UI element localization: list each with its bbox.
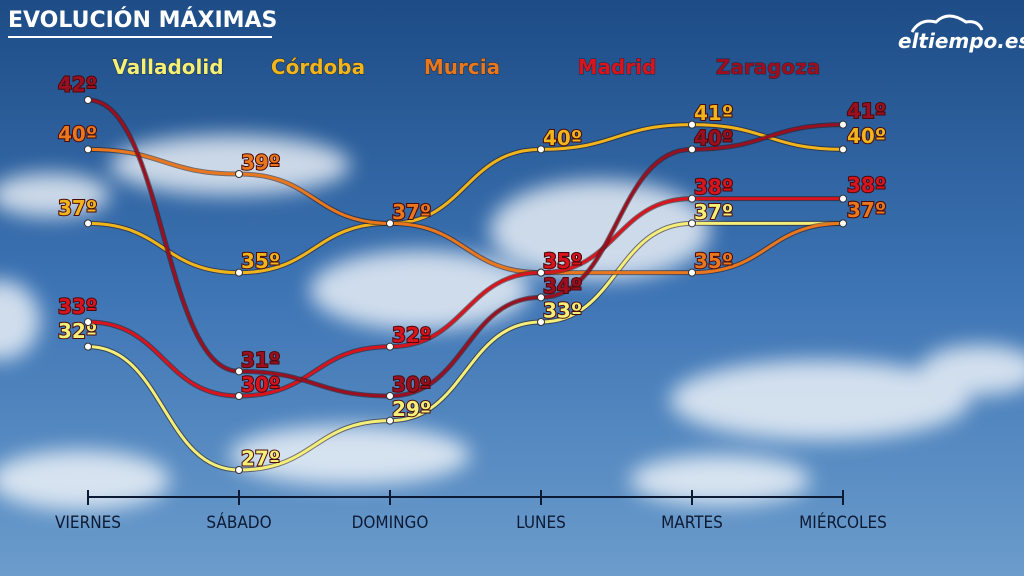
data-label: 29º — [392, 397, 431, 421]
point — [537, 145, 545, 154]
legend-entry: Córdoba — [271, 55, 365, 79]
point — [84, 219, 92, 228]
data-label: 40º — [694, 126, 733, 150]
legend-entry: Madrid — [578, 55, 657, 79]
brand-logo — [910, 14, 984, 33]
point — [839, 120, 847, 129]
point — [235, 466, 243, 474]
data-label: 41º — [694, 101, 733, 125]
chart-title: EVOLUCIÓN MÁXIMAS — [8, 7, 277, 33]
data-label: 38º — [847, 173, 886, 197]
point — [84, 96, 92, 104]
legend-entry: Zaragoza — [716, 55, 821, 79]
series-line — [87, 147, 844, 275]
data-label: 40º — [58, 122, 97, 146]
data-label: 35º — [543, 249, 582, 273]
data-label: 27º — [241, 447, 280, 471]
data-label: 35º — [694, 249, 733, 273]
series: 33º 30º 32º 35º 38º 38º — [57, 172, 887, 400]
series-line — [87, 123, 844, 275]
x-tick-label: MARTES — [661, 513, 723, 533]
data-label: 33º — [58, 295, 97, 319]
brand: eltiempo.es — [898, 29, 1024, 53]
point — [235, 392, 243, 400]
data-label: 40º — [543, 126, 582, 150]
data-label: 35º — [241, 249, 280, 273]
data-label: 37º — [58, 196, 97, 220]
point — [84, 342, 92, 351]
x-tick-label: VIERNES — [55, 513, 121, 533]
clouds — [0, 135, 1024, 510]
data-label: 41º — [847, 99, 886, 123]
point — [84, 318, 92, 326]
data-label: 37º — [694, 200, 733, 224]
data-label: 38º — [694, 175, 733, 199]
point — [688, 120, 696, 129]
point — [235, 367, 243, 376]
point — [688, 268, 696, 277]
point — [235, 268, 243, 277]
point — [386, 392, 394, 400]
data-label: 39º — [241, 151, 280, 175]
data-label: 31º — [241, 348, 280, 372]
point — [839, 145, 847, 154]
point — [386, 416, 394, 425]
point — [386, 219, 394, 228]
data-label: 37º — [392, 200, 431, 224]
point — [839, 194, 847, 203]
data-label: 34º — [543, 274, 582, 298]
point — [84, 145, 92, 154]
x-tick-label: LUNES — [516, 513, 566, 533]
data-label: 40º — [847, 124, 886, 148]
point — [688, 194, 696, 203]
data-label: 37º — [847, 198, 886, 222]
point — [688, 219, 696, 228]
data-label: 32º — [392, 323, 431, 347]
point — [537, 268, 545, 277]
point — [386, 342, 394, 351]
x-tick-label: MIÉRCOLES — [799, 511, 887, 533]
legend-entry: Murcia — [424, 55, 500, 79]
data-label: 37º — [392, 200, 431, 224]
point — [688, 145, 696, 154]
point — [537, 318, 545, 326]
point — [537, 293, 545, 302]
data-label: 42º — [58, 73, 97, 97]
data-label: 37º — [847, 198, 886, 222]
x-tick-label: DOMINGO — [352, 513, 429, 533]
data-label: 30º — [392, 373, 431, 397]
point — [839, 219, 847, 228]
legend-entry: Valladolid — [112, 55, 223, 79]
x-tick-label: SÁBADO — [206, 511, 271, 533]
data-label: 33º — [543, 299, 582, 323]
point — [235, 170, 243, 178]
